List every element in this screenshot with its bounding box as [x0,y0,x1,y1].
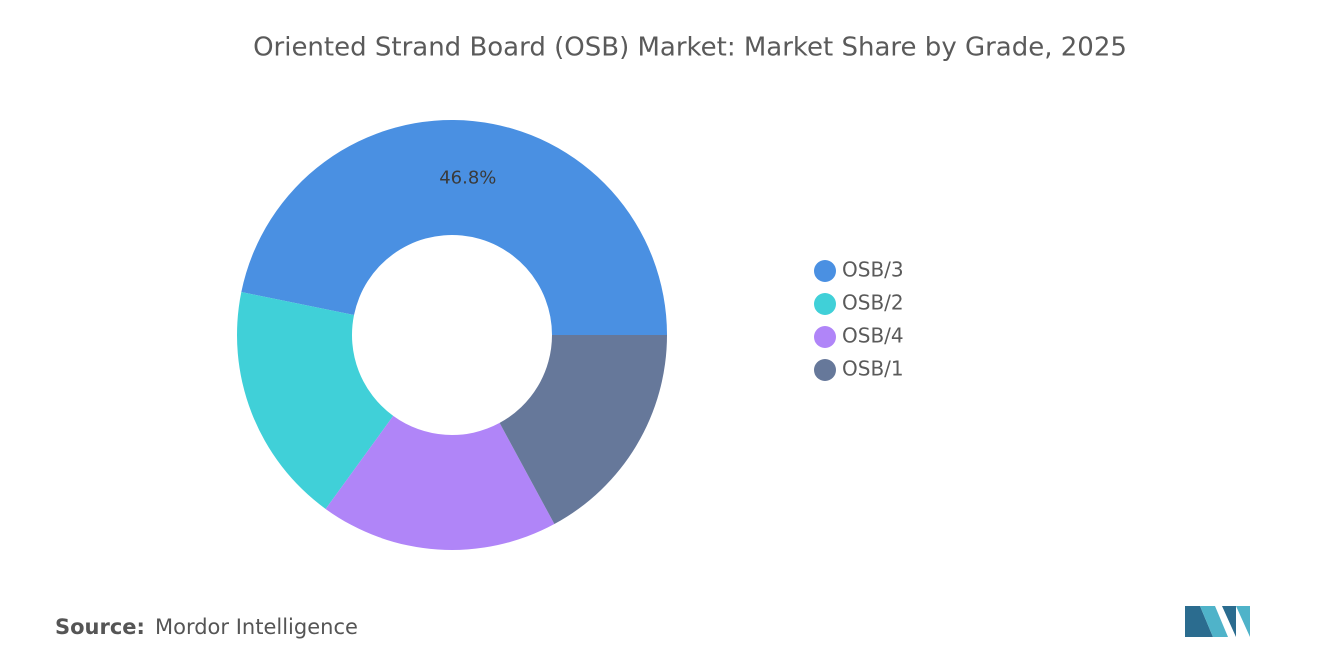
source-label: Source: [55,615,145,639]
legend-swatch [814,359,836,381]
chart-title: Oriented Strand Board (OSB) Market: Mark… [253,33,1127,63]
donut-segment [499,335,667,525]
legend-swatch [814,293,836,315]
legend-label: OSB/4 [842,324,904,348]
donut-segment [325,415,555,550]
data-label: 46.8% [439,167,496,188]
donut-segment [241,119,667,335]
legend-swatch [814,326,836,348]
logo [1185,606,1250,637]
legend-label: OSB/3 [842,258,904,282]
legend-label: OSB/2 [842,291,904,315]
legend-swatch [814,260,836,282]
donut-segment [237,292,394,509]
source: Mordor Intelligence [155,615,358,639]
legend-label: OSB/1 [842,357,904,381]
